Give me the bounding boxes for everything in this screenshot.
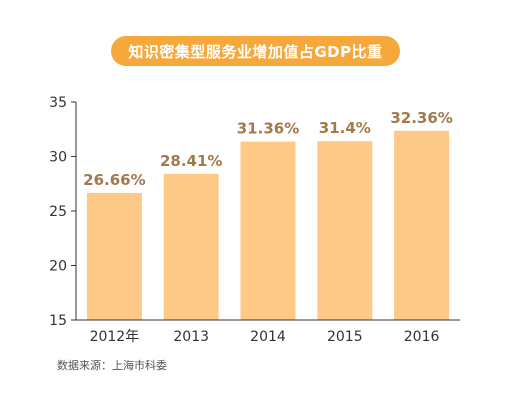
y-tick-label: 30 [49, 150, 67, 166]
y-tick-label: 25 [49, 204, 67, 220]
x-tick-label: 2013 [173, 329, 209, 345]
data-label: 31.36% [237, 120, 299, 138]
data-label: 26.66% [83, 171, 145, 189]
data-label: 32.36% [390, 109, 452, 127]
data-label: 31.4% [319, 119, 371, 137]
y-tick-label: 20 [49, 259, 67, 275]
chart-title: 知识密集型服务业增加值占GDP比重 [111, 36, 400, 66]
bar-4 [394, 130, 450, 320]
x-tick-label: 2016 [404, 329, 440, 345]
bar-0 [86, 192, 142, 320]
x-tick-label: 2015 [327, 329, 363, 345]
bar-2 [240, 141, 296, 320]
data-label: 28.41% [160, 152, 222, 170]
source-note: 数据来源：上海市科委 [57, 359, 167, 372]
y-tick-label: 35 [49, 95, 67, 111]
bar-1 [163, 173, 219, 320]
x-tick-label: 2014 [250, 329, 286, 345]
x-tick-label: 2012年 [90, 329, 140, 345]
bar-3 [317, 141, 373, 320]
y-tick-label: 15 [49, 313, 67, 329]
